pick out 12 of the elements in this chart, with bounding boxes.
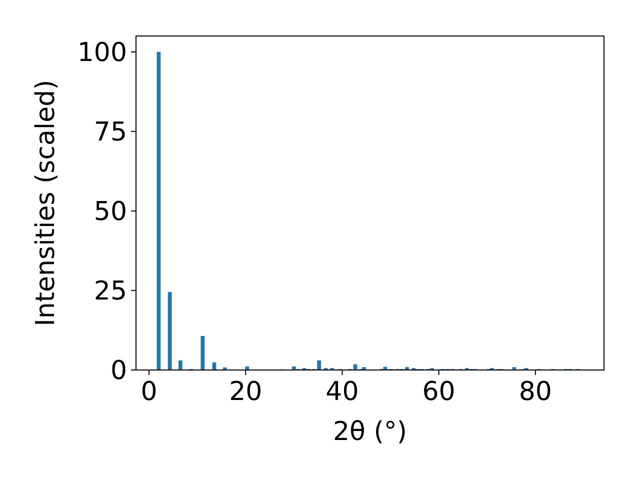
y-tick-label: 75 (94, 117, 127, 148)
x-tick-label: 60 (422, 377, 456, 407)
x-tick-label: 40 (326, 377, 359, 407)
y-tick-label: 0 (110, 356, 127, 386)
x-tick-label: 20 (229, 377, 262, 407)
y-tick-label: 50 (94, 196, 127, 227)
x-axis-title: 2θ (°) (332, 417, 408, 447)
x-tick-label: 80 (518, 377, 552, 407)
y-tick-label: 100 (77, 38, 127, 68)
y-tick-label: 25 (94, 276, 127, 306)
y-axis-title: Intensities (scaled) (31, 80, 61, 326)
x-tick-label: 0 (140, 377, 158, 407)
